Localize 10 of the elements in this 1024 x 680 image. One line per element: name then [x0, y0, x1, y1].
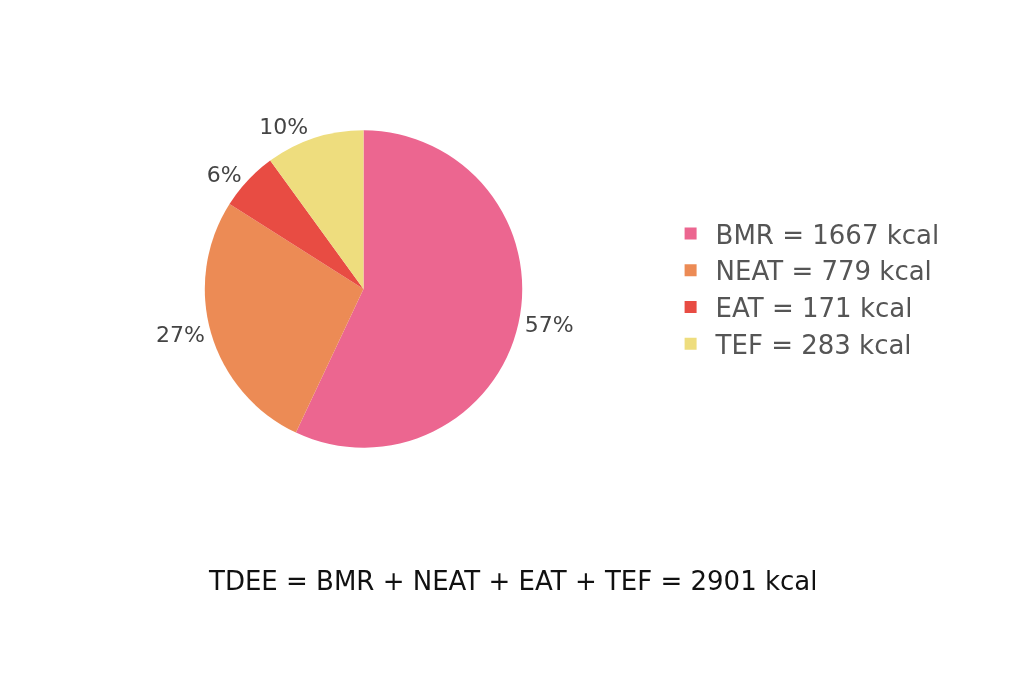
text: TDEE = BMR + NEAT + EAT + TEF = 2901 kcal — [208, 566, 818, 596]
legend-label: EAT = 171 kcal — [715, 293, 913, 324]
data-label: 57% — [524, 311, 574, 337]
data-label: 6% — [206, 161, 242, 187]
pie-slice — [204, 203, 364, 433]
data-label: 10% — [259, 114, 309, 140]
legend-label: BMR = 1667 kcal — [715, 219, 940, 250]
legend-label: NEAT = 779 kcal — [715, 256, 932, 287]
data-label: 27% — [155, 321, 205, 347]
legend-label: TEF = 283 kcal — [714, 329, 912, 360]
